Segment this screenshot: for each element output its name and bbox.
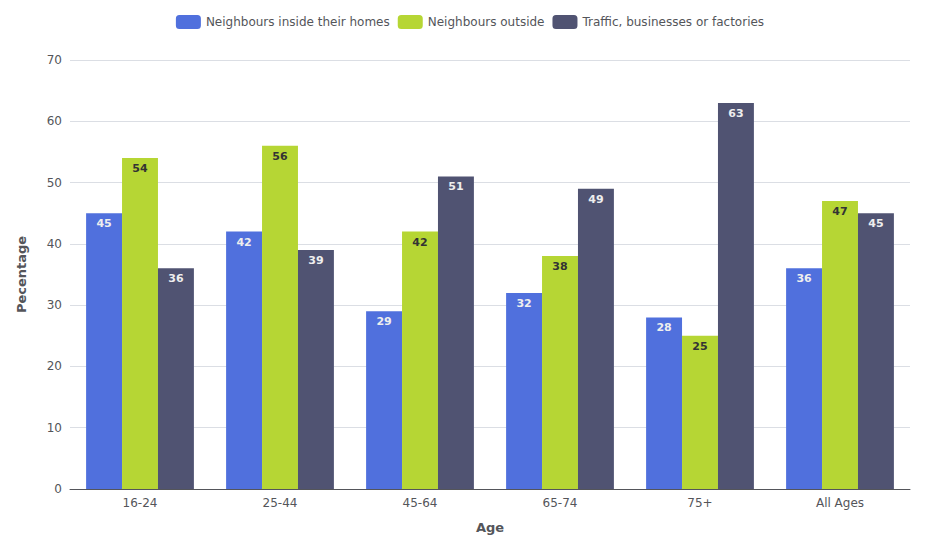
- svg-text:Neighbours inside their homes: Neighbours inside their homes: [206, 15, 390, 29]
- svg-text:Traffic, businesses or factori: Traffic, businesses or factories: [581, 15, 764, 29]
- svg-text:40: 40: [47, 237, 62, 251]
- svg-text:36: 36: [168, 272, 184, 285]
- svg-text:36: 36: [796, 272, 812, 285]
- svg-text:10: 10: [47, 421, 62, 435]
- svg-text:65-74: 65-74: [543, 496, 578, 510]
- svg-text:25: 25: [692, 340, 707, 353]
- svg-text:32: 32: [516, 297, 531, 310]
- svg-text:42: 42: [236, 236, 251, 249]
- svg-text:54: 54: [132, 162, 148, 175]
- svg-text:47: 47: [832, 205, 847, 218]
- svg-text:38: 38: [552, 260, 567, 273]
- svg-text:30: 30: [47, 298, 62, 312]
- svg-text:49: 49: [588, 193, 603, 206]
- svg-text:28: 28: [656, 321, 671, 334]
- svg-text:45: 45: [868, 217, 883, 230]
- svg-text:50: 50: [47, 176, 62, 190]
- svg-text:75+: 75+: [687, 496, 712, 510]
- svg-text:45-64: 45-64: [403, 496, 438, 510]
- svg-text:56: 56: [272, 150, 288, 163]
- svg-text:70: 70: [47, 53, 62, 67]
- svg-text:63: 63: [728, 107, 743, 120]
- svg-text:Pecentage: Pecentage: [14, 236, 29, 313]
- svg-text:39: 39: [308, 254, 323, 267]
- svg-text:20: 20: [47, 359, 62, 373]
- svg-text:29: 29: [376, 315, 391, 328]
- svg-text:Neighbours outside: Neighbours outside: [428, 15, 545, 29]
- svg-text:16-24: 16-24: [123, 496, 158, 510]
- svg-text:0: 0: [54, 482, 62, 496]
- svg-text:42: 42: [412, 236, 427, 249]
- svg-text:All Ages: All Ages: [816, 496, 864, 510]
- svg-text:60: 60: [47, 114, 62, 128]
- svg-text:Age: Age: [476, 520, 504, 535]
- svg-text:45: 45: [96, 217, 111, 230]
- svg-text:51: 51: [448, 180, 463, 193]
- svg-text:25-44: 25-44: [263, 496, 298, 510]
